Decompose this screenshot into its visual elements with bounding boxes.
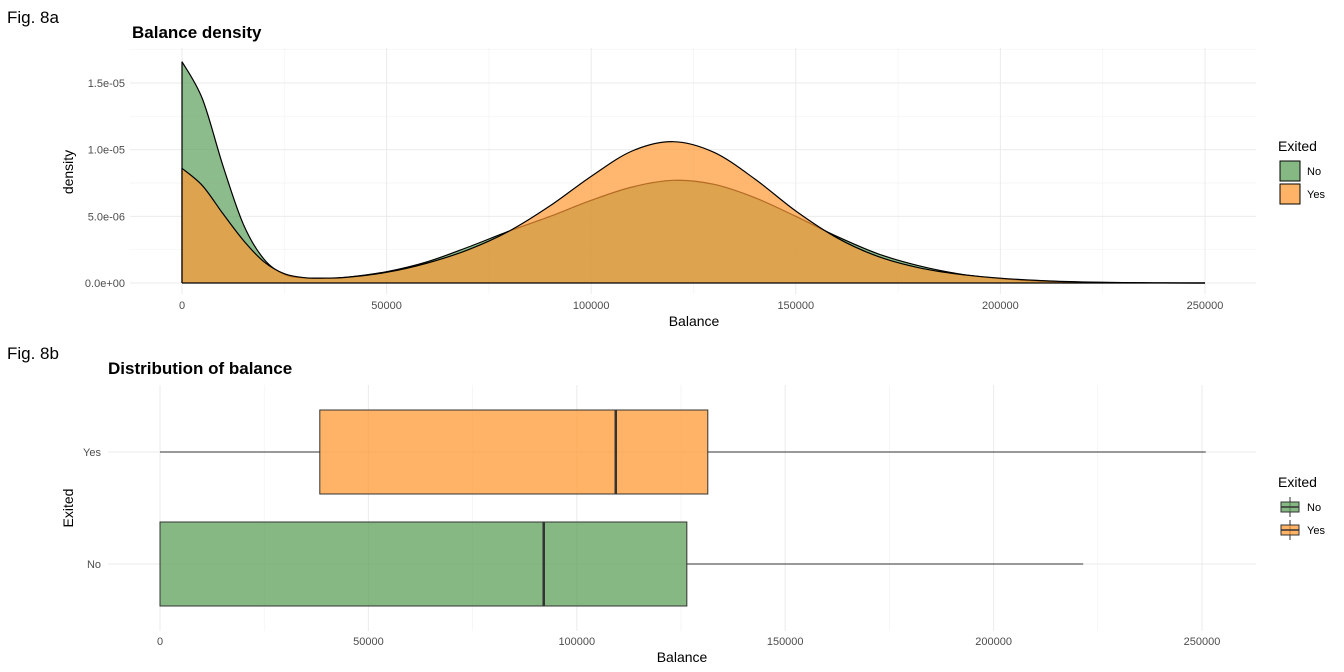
boxplot-x-ticks: 0 50000 100000 150000 200000 250000 xyxy=(157,636,1220,648)
legend-label-yes: Yes xyxy=(1307,525,1325,537)
boxplot-y-tick-label: Yes xyxy=(83,447,101,459)
density-legend: Exited No Yes xyxy=(1278,138,1325,205)
boxplot-x-axis-title: Balance xyxy=(657,649,708,665)
boxplot-x-tick-label: 0 xyxy=(157,636,163,648)
density-y-tick-label: 0.0e+00 xyxy=(85,278,125,290)
fig-8b-label: Fig. 8b xyxy=(7,344,59,363)
legend-key-yes xyxy=(1279,183,1301,205)
box-yes xyxy=(319,409,709,495)
boxplot-x-tick-label: 150000 xyxy=(767,636,804,648)
density-legend-title: Exited xyxy=(1278,138,1317,154)
legend-key-no xyxy=(1279,160,1301,182)
boxplot-x-tick-label: 250000 xyxy=(1184,636,1221,648)
legend-label-no: No xyxy=(1307,166,1321,178)
density-area-yes xyxy=(182,141,1205,283)
boxplot-chart-title: Distribution of balance xyxy=(108,359,292,378)
density-x-tick-label: 250000 xyxy=(1187,300,1224,312)
boxplot-y-axis-title: Exited xyxy=(60,489,76,528)
boxplot-boxes xyxy=(159,409,1206,607)
density-y-tick-label: 5.0e-06 xyxy=(88,211,125,223)
density-y-tick-label: 1.0e-05 xyxy=(88,145,125,157)
density-x-axis-title: Balance xyxy=(669,313,720,329)
density-x-tick-label: 100000 xyxy=(573,300,610,312)
boxplot-legend-title: Exited xyxy=(1278,474,1317,490)
box-no xyxy=(159,521,688,607)
density-x-tick-label: 0 xyxy=(179,300,185,312)
boxplot-x-tick-label: 50000 xyxy=(353,636,384,648)
density-chart: 0 50000 100000 150000 200000 250000 0.0e+00 5.… xyxy=(60,23,1325,329)
boxplot-x-tick-label: 100000 xyxy=(558,636,595,648)
boxplot-y-tick-label: No xyxy=(87,559,101,571)
density-areas xyxy=(181,61,1206,284)
density-y-tick-label: 1.5e-05 xyxy=(88,78,125,90)
density-chart-title: Balance density xyxy=(132,23,262,42)
density-y-axis-title: density xyxy=(60,150,76,194)
density-x-tick-label: 50000 xyxy=(371,300,402,312)
density-y-ticks: 0.0e+00 5.0e-06 1.0e-05 1.5e-05 xyxy=(85,78,125,290)
boxplot-legend: Exited No Yes xyxy=(1278,474,1325,540)
density-x-tick-label: 150000 xyxy=(777,300,814,312)
density-x-ticks: 0 50000 100000 150000 200000 250000 xyxy=(179,300,1223,312)
boxplot-x-tick-label: 200000 xyxy=(975,636,1012,648)
boxplot-chart: 0 50000 100000 150000 200000 250000 Yes No Dis… xyxy=(60,359,1325,665)
legend-label-yes: Yes xyxy=(1307,189,1325,201)
boxplot-y-ticks: Yes No xyxy=(83,447,101,571)
density-x-tick-label: 200000 xyxy=(982,300,1019,312)
legend-label-no: No xyxy=(1307,502,1321,514)
density-line-yes xyxy=(181,141,1206,284)
fig-8a-label: Fig. 8a xyxy=(7,8,59,27)
